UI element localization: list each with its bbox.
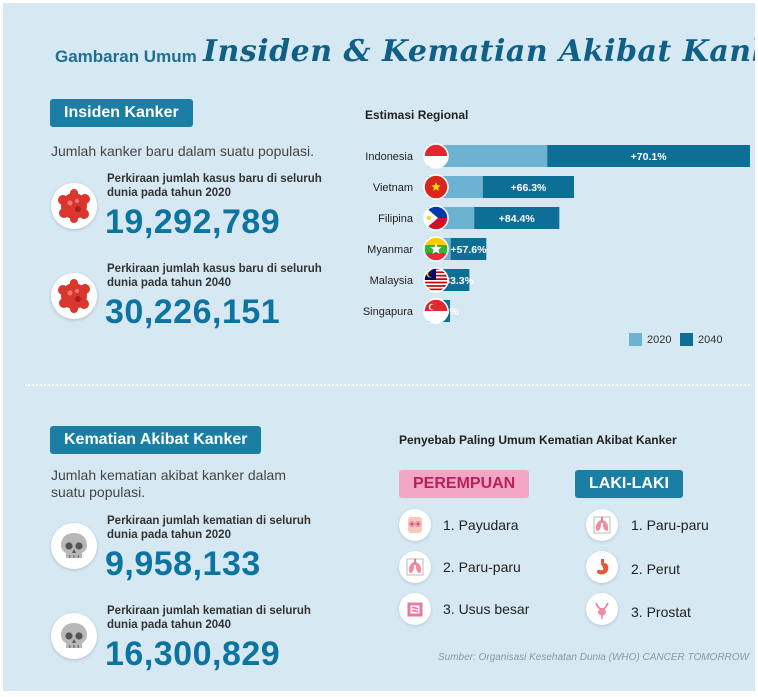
stat-label-mortality-2020: Perkiraan jumlah kematian di seluruh dun… [107,515,311,541]
header-main-title: Insiden & Kematian Akibat Kanker [203,34,755,69]
flag-filipina-icon [424,206,448,230]
female-label: PEREMPUAN [399,470,530,498]
causes-title: Penyebab Paling Umum Kematian Akibat Kan… [399,433,677,447]
cancer-cell-icon [51,183,97,229]
bar-row-myanmar: Myanmar +57.6% [367,236,488,262]
lungs-icon [586,509,618,541]
intestine-icon [399,593,431,625]
incidence-description: Jumlah kanker baru dalam suatu populasi. [51,143,315,159]
stat-value-mortality-2040: 16,300,829 [105,635,281,673]
bar-row-vietnam: Vietnam +66.3% [373,174,575,200]
skull-icon [51,523,97,569]
stat-label-incidence-2040: Perkiraan jumlah kasus baru di seluruh d… [107,263,322,289]
chart-title: Estimasi Regional [365,108,469,122]
header-small-title: Gambaran Umum [55,47,197,66]
category-label: Myanmar [367,244,413,256]
category-label: Malaysia [370,275,414,287]
stat-label-mortality-2040: Perkiraan jumlah kematian di seluruh dun… [107,605,311,631]
breast-icon [399,509,431,541]
stat-label-incidence-2020: Perkiraan jumlah kasus baru di seluruh d… [107,173,322,199]
legend-swatch-2020 [629,333,642,346]
category-label: Indonesia [365,151,414,163]
category-label: Vietnam [373,182,413,194]
bar-2040-filipina [474,207,560,229]
growth-label: +84.4% [499,213,536,225]
incidence-title: Insiden Kanker [50,99,193,127]
female-cause-1: 1. Payudara [443,517,519,533]
male-cause-2: 2. Perut [631,561,681,577]
bar-row-malaysia: Malaysia +83.3% [370,267,475,293]
female-cause-3: 3. Usus besar [443,601,530,617]
male-label: LAKI-LAKI [575,470,683,498]
stat-value-incidence-2040: 30,226,151 [105,293,281,331]
legend-label-2040: 2040 [698,334,723,346]
flag-myanmar-icon [424,237,448,261]
mortality-title: Kematian Akibat Kanker [50,426,262,454]
male-cause-1: 1. Paru-paru [631,517,709,533]
stat-value-mortality-2020: 9,958,133 [105,545,261,583]
growth-label: +70.1% [631,151,668,163]
prostate-icon [586,593,618,625]
growth-label: +66.3% [510,182,547,194]
bar-2040-indonesia [547,145,750,167]
regional-bar-chart: Indonesia +70.1% Vietnam +66.3% Filipina +84.… [363,143,750,324]
skull-icon [51,613,97,659]
bar-2020-indonesia [428,145,548,167]
stat-value-incidence-2020: 19,292,789 [105,203,281,241]
flag-singapura-icon [424,299,448,323]
category-label: Filipina [378,213,414,225]
male-cause-3: 3. Prostat [631,604,691,620]
female-cause-2: 2. Paru-paru [443,559,521,575]
infographic: Gambaran Umum Insiden & Kematian Akibat … [3,3,755,691]
bar-row-singapura: Singapura+116% [363,298,459,324]
bar-2040-vietnam [482,176,575,198]
mortality-description: Jumlah kematian akibat kanker dalam suat… [51,467,287,500]
stomach-icon [586,551,618,583]
cancer-cell-icon [51,273,97,319]
category-label: Singapura [363,306,414,318]
legend-swatch-2040 [680,333,693,346]
bar-2040-malaysia [442,269,470,291]
section-divider [25,384,750,386]
bar-row-filipina: Filipina +84.4% [378,205,560,231]
flag-indonesia-icon [424,144,448,168]
legend-label-2020: 2020 [647,334,672,346]
lungs-icon [399,551,431,583]
source-note: Sumber: Organisasi Kesehatan Dunia (WHO)… [437,652,749,663]
growth-label: +57.6% [451,244,488,256]
bar-row-indonesia: Indonesia +70.1% [365,143,750,169]
bar-2040-myanmar [450,238,487,260]
